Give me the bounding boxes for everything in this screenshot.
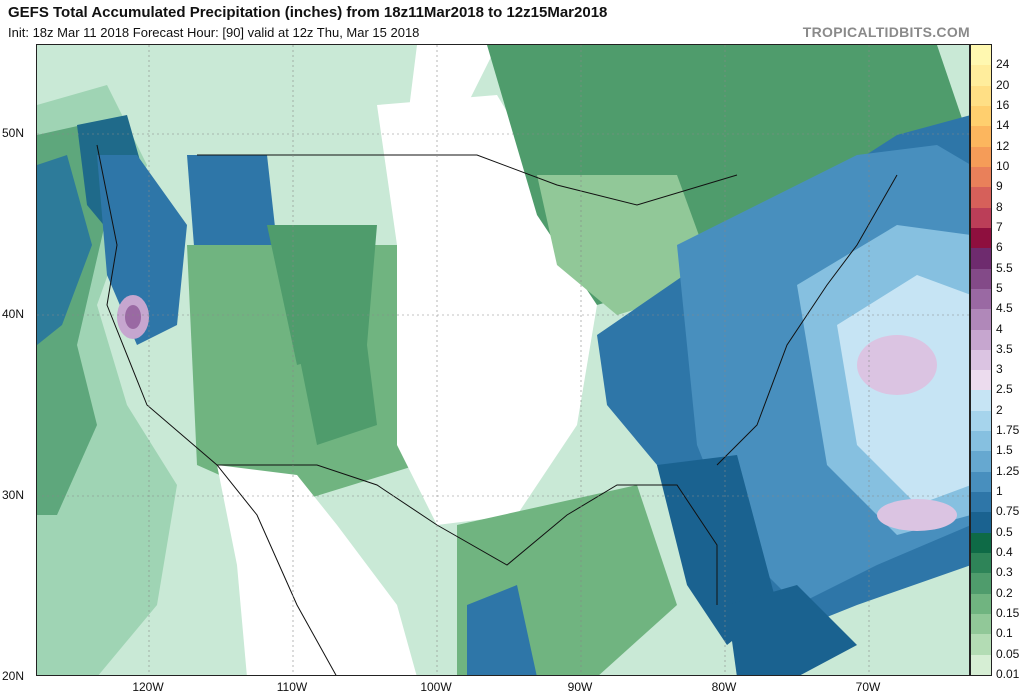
lat-label: 40N (2, 307, 25, 321)
colorbar-cell (971, 471, 991, 493)
colorbar-cell (971, 532, 991, 554)
colorbar-cell (971, 593, 991, 615)
colorbar-label: 14 (996, 118, 1010, 133)
colorbar-cell (971, 573, 991, 595)
colorbar-cell (971, 451, 991, 473)
lon-label: 120W (132, 680, 164, 694)
lat-label: 20N (2, 669, 25, 683)
lat-label: 30N (2, 488, 25, 502)
colorbar-cell (971, 207, 991, 229)
colorbar-label: 0.2 (996, 585, 1013, 600)
colorbar-label: 5 (996, 280, 1003, 295)
colorbar-label: 9 (996, 179, 1003, 194)
colorbar-label: 7 (996, 219, 1003, 234)
lon-label: 90W (567, 680, 593, 694)
colorbar-cell (971, 85, 991, 107)
colorbar-label: 0.4 (996, 545, 1013, 560)
colorbar-cell (971, 248, 991, 270)
colorbar-cell (971, 370, 991, 391)
colorbar-cell (971, 654, 991, 676)
colorbar-cell (971, 45, 991, 66)
colorbar-label: 0.75 (996, 504, 1020, 519)
colorbar-cell (971, 634, 991, 656)
precipitation-map (36, 44, 970, 676)
colorbar-cell (971, 512, 991, 534)
colorbar-cell (971, 614, 991, 635)
colorbar-cell (971, 349, 991, 371)
colorbar-label: 12 (996, 138, 1010, 153)
colorbar-cell (971, 187, 991, 209)
colorbar-label: 1.75 (996, 423, 1020, 438)
lon-label: 110W (276, 680, 308, 694)
colorbar-label: 16 (996, 97, 1010, 112)
colorbar-label: 0.3 (996, 565, 1013, 580)
colorbar-label: 2.5 (996, 382, 1013, 397)
colorbar-label: 5.5 (996, 260, 1013, 275)
colorbar-cell (971, 65, 991, 87)
colorbar-cell (971, 268, 991, 290)
colorbar-label: 3 (996, 362, 1003, 377)
colorbar-label: 3.5 (996, 341, 1013, 356)
lat-label: 50N (2, 126, 25, 140)
colorbar-label: 4 (996, 321, 1003, 336)
colorbar-cell (971, 146, 991, 168)
colorbar-cell (971, 553, 991, 574)
map-subtitle: Init: 18z Mar 11 2018 Forecast Hour: [90… (8, 25, 420, 40)
colorbar-label: 6 (996, 240, 1003, 255)
colorbar-label: 20 (996, 77, 1010, 92)
colorbar-label: 0.1 (996, 626, 1013, 641)
colorbar-cell (971, 227, 991, 249)
colorbar-label: 1.5 (996, 443, 1013, 458)
colorbar-cell (971, 126, 991, 148)
colorbar-label: 0.15 (996, 606, 1020, 621)
brand-watermark: TROPICALTIDBITS.COM (802, 24, 970, 40)
colorbar-cell (971, 166, 991, 188)
lon-label: 70W (855, 680, 881, 694)
colorbar-cell (971, 309, 991, 330)
colorbar-label: 2 (996, 402, 1003, 417)
colorbar-cell (971, 105, 991, 127)
lon-label: 100W (420, 680, 452, 694)
colorbar-label: 0.5 (996, 524, 1013, 539)
lon-label: 80W (711, 680, 737, 694)
colorbar-cell (971, 288, 991, 310)
colorbar-cell (971, 390, 991, 412)
colorbar-label: 0.01 (996, 667, 1020, 681)
map-title: GEFS Total Accumulated Precipitation (in… (8, 4, 608, 21)
precipitation-field (37, 45, 969, 675)
colorbar-label: 10 (996, 158, 1010, 173)
colorbar-label: 4.5 (996, 301, 1013, 316)
colorbar-cell (971, 431, 991, 452)
colorbar-label: 1.25 (996, 463, 1020, 478)
colorbar-cell (971, 410, 991, 432)
colorbar-label: 1 (996, 484, 1003, 499)
colorbar-cell (971, 329, 991, 351)
colorbar-cell (971, 492, 991, 513)
precipitation-colorbar (970, 44, 992, 676)
colorbar-label: 24 (996, 57, 1010, 72)
colorbar-label: 8 (996, 199, 1003, 214)
colorbar-label: 0.05 (996, 646, 1020, 661)
